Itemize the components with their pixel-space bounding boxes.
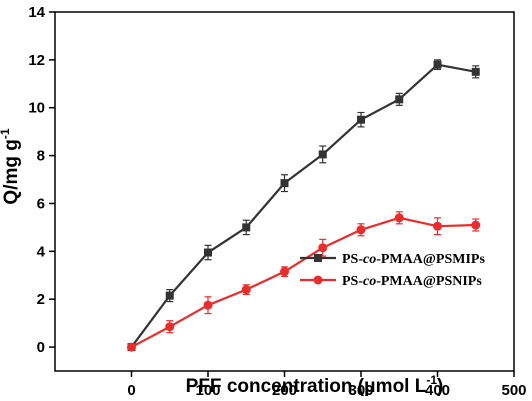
data-point — [471, 220, 481, 230]
data-point — [394, 213, 404, 223]
y-tick-label: 12 — [28, 52, 45, 69]
x-axis-label: PFF concentration (μmol L-1) — [186, 373, 444, 397]
x-tick-label: 0 — [127, 382, 135, 399]
data-point — [395, 95, 404, 104]
legend-label: PS-co-PMAA@PSMIPs — [342, 252, 485, 267]
y-axis-label: Q/mg g-1 — [0, 128, 22, 204]
series-2 — [127, 211, 481, 352]
data-point — [356, 225, 366, 235]
series-1 — [127, 59, 480, 352]
y-tick-label: 14 — [28, 4, 45, 21]
y-tick-label: 4 — [37, 243, 46, 260]
data-point — [165, 291, 174, 300]
data-point — [203, 300, 213, 310]
data-point — [204, 248, 212, 257]
x-tick-label: 200 — [272, 382, 297, 399]
data-point — [127, 342, 136, 352]
y-tick-label: 0 — [37, 339, 45, 356]
data-point — [433, 221, 442, 231]
axis-labels: PFF concentration (μmol L-1) Q/mg g-1 — [0, 128, 443, 397]
data-point — [241, 285, 251, 295]
data-point — [471, 67, 480, 76]
y-tick-label: 10 — [28, 100, 45, 117]
data-point — [357, 115, 365, 124]
data-point — [318, 243, 328, 253]
x-tick-label: 400 — [425, 382, 450, 399]
x-tick-label: 300 — [348, 382, 373, 399]
data-point — [280, 179, 289, 188]
data-point — [280, 267, 289, 277]
y-tick-label: 2 — [37, 291, 45, 308]
data-point — [433, 60, 442, 69]
legend-marker — [313, 275, 323, 285]
y-tick-label: 8 — [37, 148, 45, 165]
legend: PS-co-PMAA@PSMIPs PS-co-PMAA@PSNIPs — [300, 252, 485, 289]
data-point — [165, 322, 175, 332]
y-tick-label: 6 — [37, 195, 45, 212]
legend-marker — [314, 254, 322, 262]
data-point — [242, 223, 251, 232]
axes: 0 100 200 300 400 500 0 2 4 6 8 10 12 14 — [28, 4, 526, 399]
series-line — [130, 216, 476, 349]
series-layer — [127, 59, 481, 352]
legend-label: PS-co-PMAA@PSNIPs — [342, 274, 482, 289]
data-point — [318, 150, 327, 159]
x-tick-label: 100 — [195, 382, 220, 399]
series-line — [130, 63, 476, 348]
x-tick-label: 500 — [501, 382, 526, 399]
